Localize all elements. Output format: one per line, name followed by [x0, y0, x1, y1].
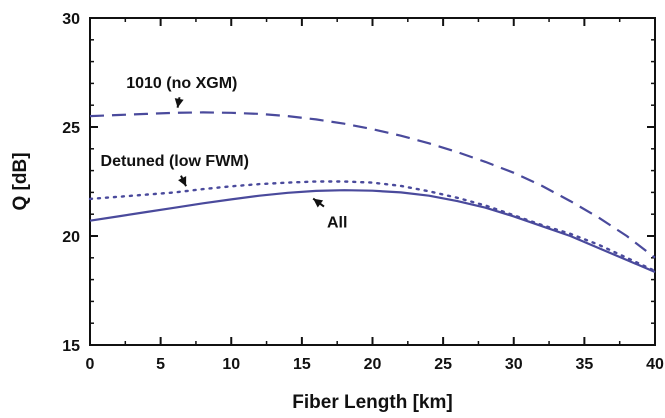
x-tick-label: 15	[293, 356, 311, 373]
annotation-label: Detuned (low FWM)	[101, 153, 249, 170]
x-tick-label: 30	[505, 356, 523, 373]
axis-ticks	[89, 17, 656, 346]
series-line-dashed	[89, 111, 656, 259]
x-tick-label: 0	[86, 356, 95, 373]
y-tick-label: 25	[62, 120, 80, 137]
x-tick-label: 5	[156, 356, 165, 373]
annotation-label: 1010 (no XGM)	[126, 75, 237, 92]
annotation-arrow-head	[313, 198, 324, 208]
x-axis-title: Fiber Length [km]	[292, 392, 452, 413]
plot-frame	[89, 17, 656, 346]
y-tick-label: 20	[62, 229, 80, 246]
annotation-label: All	[327, 214, 347, 231]
series-line-dotted	[88, 180, 657, 273]
series-line-solid	[89, 189, 656, 274]
y-tick-label: 15	[62, 338, 80, 355]
axis-tick-labels: 0 5 10 15 20 25 30 35 40 15 20 25 30	[62, 11, 664, 373]
annotation-arrow-head	[178, 176, 187, 187]
y-tick-label: 30	[62, 11, 80, 28]
x-tick-label: 20	[364, 356, 382, 373]
x-tick-label: 40	[646, 356, 664, 373]
x-tick-label: 10	[222, 356, 240, 373]
y-axis-title: Q [dB]	[10, 152, 31, 210]
x-tick-label: 35	[575, 356, 593, 373]
annotation-arrow-head	[174, 98, 184, 108]
series-layer	[88, 111, 657, 274]
x-tick-label: 25	[434, 356, 452, 373]
annotation-layer: 1010 (no XGM) Detuned (low FWM) All	[101, 75, 348, 232]
